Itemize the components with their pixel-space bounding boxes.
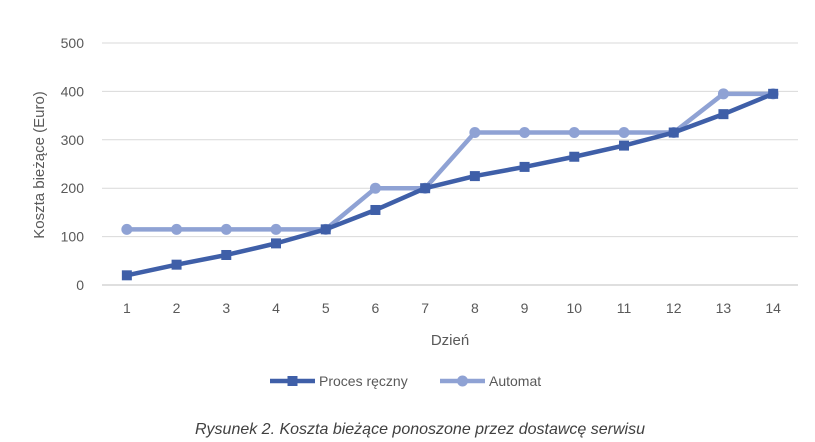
data-point-proces-reczny	[420, 183, 431, 194]
data-point-proces-reczny	[171, 259, 182, 270]
x-tick-label: 5	[322, 300, 330, 316]
data-point-automat	[469, 127, 481, 139]
data-point-automat	[519, 127, 531, 139]
y-tick-label: 500	[61, 35, 85, 51]
series-line-proces-reczny	[126, 91, 774, 278]
series-layer	[121, 88, 779, 281]
legend-label-proces-reczny: Proces ręczny	[319, 373, 408, 389]
data-point-automat	[369, 182, 381, 194]
gridlines	[102, 42, 798, 286]
data-point-proces-reczny	[320, 224, 331, 235]
x-tick-label: 9	[521, 300, 529, 316]
data-point-proces-reczny	[668, 127, 679, 138]
legend: Proces ręczny Automat	[270, 373, 541, 389]
x-axis-label: Dzień	[431, 332, 469, 349]
data-point-automat	[568, 127, 580, 139]
x-tick-label: 7	[421, 300, 429, 316]
y-tick-label: 200	[61, 180, 85, 196]
data-point-proces-reczny	[221, 249, 232, 260]
y-axis-label: Koszta bieżące (Euro)	[31, 91, 48, 239]
x-tick-label: 6	[372, 300, 380, 316]
data-point-proces-reczny	[121, 270, 132, 281]
data-point-proces-reczny	[271, 238, 281, 249]
y-tick-label: 100	[61, 229, 85, 245]
x-tick-label: 12	[666, 300, 682, 316]
data-point-proces-reczny	[718, 109, 729, 120]
data-point-automat	[171, 223, 183, 235]
x-tick-label: 4	[272, 300, 280, 316]
x-tick-label: 10	[566, 300, 582, 316]
data-point-automat	[717, 88, 729, 100]
data-point-automat	[220, 223, 232, 235]
x-tick-label: 1	[123, 300, 131, 316]
x-tick-label: 11	[617, 300, 632, 316]
series-line-automat	[126, 91, 774, 232]
data-point-proces-reczny	[469, 171, 480, 182]
x-tick-label: 14	[765, 300, 781, 316]
legend-marker-automat	[457, 375, 468, 387]
y-tick-label: 300	[61, 132, 85, 148]
data-point-automat	[121, 223, 133, 235]
data-point-proces-reczny	[619, 140, 629, 151]
x-tick-label: 8	[471, 300, 479, 316]
legend-marker-proces-reczny	[287, 376, 298, 386]
x-axis-ticks: 1 2 3 4 5 6 7 8 9 10 11 12 13 14	[123, 300, 781, 316]
data-point-automat	[270, 223, 282, 235]
data-point-proces-reczny	[768, 88, 779, 99]
y-tick-label: 400	[61, 83, 85, 99]
x-tick-label: 3	[222, 300, 230, 316]
x-tick-label: 13	[716, 300, 732, 316]
y-axis-ticks: 0 100 200 300 400 500	[61, 35, 85, 293]
figure-caption: Rysunek 2. Koszta bieżące ponoszone prze…	[195, 421, 645, 438]
legend-label-automat: Automat	[489, 373, 541, 389]
y-tick-label: 0	[76, 277, 84, 293]
x-tick-label: 2	[173, 300, 181, 316]
data-point-proces-reczny	[569, 151, 580, 162]
data-point-automat	[618, 127, 630, 139]
data-point-proces-reczny	[519, 161, 530, 172]
data-point-proces-reczny	[370, 204, 381, 215]
